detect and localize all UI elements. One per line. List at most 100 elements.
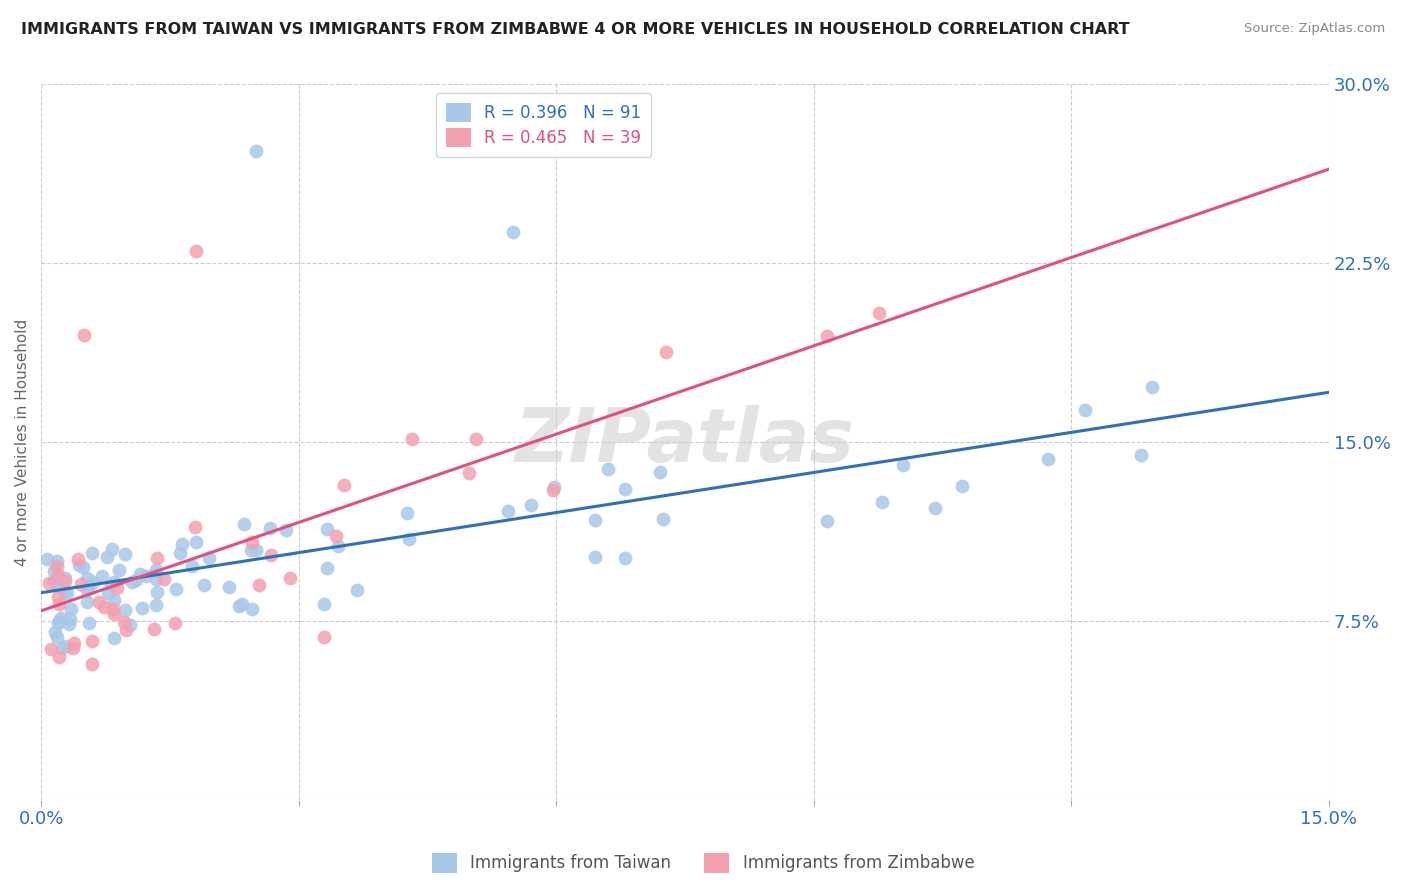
Point <box>198 550 221 565</box>
Point <box>815 328 838 343</box>
Text: IMMIGRANTS FROM TAIWAN VS IMMIGRANTS FROM ZIMBABWE 4 OR MORE VEHICLES IN HOUSEHO: IMMIGRANTS FROM TAIWAN VS IMMIGRANTS FRO… <box>21 22 1129 37</box>
Point <box>184 244 207 259</box>
Point <box>278 571 301 585</box>
Point <box>48 614 70 628</box>
Point <box>96 550 118 565</box>
Point <box>48 649 70 664</box>
Point <box>121 575 143 590</box>
Point <box>108 563 131 577</box>
Legend: Immigrants from Taiwan, Immigrants from Zimbabwe: Immigrants from Taiwan, Immigrants from … <box>425 847 981 880</box>
Text: Source: ZipAtlas.com: Source: ZipAtlas.com <box>1244 22 1385 36</box>
Y-axis label: 4 or more Vehicles in Household: 4 or more Vehicles in Household <box>15 318 30 566</box>
Point <box>172 537 194 551</box>
Point <box>38 576 60 591</box>
Point <box>44 625 66 640</box>
Point <box>186 534 208 549</box>
Point <box>55 639 77 653</box>
Point <box>49 611 72 625</box>
Point <box>231 597 253 611</box>
Point <box>56 585 79 599</box>
Point <box>129 566 152 581</box>
Point <box>240 534 263 549</box>
Point <box>245 543 267 558</box>
Point <box>143 622 166 636</box>
Point <box>46 553 69 567</box>
Point <box>398 532 420 546</box>
Point <box>82 657 104 671</box>
Point <box>131 601 153 615</box>
Point <box>868 306 890 320</box>
Point <box>63 636 86 650</box>
Point <box>80 546 103 560</box>
Point <box>315 522 337 536</box>
Point <box>93 600 115 615</box>
Point <box>146 585 169 599</box>
Point <box>950 479 973 493</box>
Point <box>76 571 98 585</box>
Point <box>891 458 914 472</box>
Point <box>77 581 100 595</box>
Point <box>77 615 100 630</box>
Point <box>44 574 66 589</box>
Point <box>100 578 122 592</box>
Point <box>457 466 479 480</box>
Point <box>496 504 519 518</box>
Point <box>48 597 70 611</box>
Point <box>58 616 80 631</box>
Point <box>66 552 89 566</box>
Point <box>55 574 77 589</box>
Point <box>314 597 336 611</box>
Point <box>59 602 82 616</box>
Point <box>53 585 76 599</box>
Point <box>112 615 135 630</box>
Point <box>613 483 636 497</box>
Point <box>135 569 157 583</box>
Point <box>82 575 104 590</box>
Point <box>239 543 262 558</box>
Point <box>46 616 69 631</box>
Point <box>145 564 167 578</box>
Point <box>73 327 96 342</box>
Point <box>326 539 349 553</box>
Point <box>53 571 76 585</box>
Point <box>118 617 141 632</box>
Point <box>46 590 69 604</box>
Point <box>72 560 94 574</box>
Point <box>314 631 336 645</box>
Point <box>46 568 69 582</box>
Point <box>218 580 240 594</box>
Point <box>114 602 136 616</box>
Point <box>46 630 69 644</box>
Point <box>35 552 58 566</box>
Point <box>125 574 148 588</box>
Point <box>145 550 167 565</box>
Point <box>870 494 893 508</box>
Point <box>502 225 524 239</box>
Point <box>39 642 62 657</box>
Point <box>1074 403 1097 417</box>
Point <box>333 477 356 491</box>
Point <box>69 576 91 591</box>
Point <box>45 558 67 573</box>
Point <box>228 599 250 613</box>
Point <box>46 578 69 592</box>
Point <box>240 601 263 615</box>
Point <box>613 550 636 565</box>
Point <box>346 582 368 597</box>
Point <box>105 581 128 595</box>
Point <box>596 461 619 475</box>
Point <box>90 569 112 583</box>
Point <box>76 595 98 609</box>
Point <box>97 586 120 600</box>
Point <box>145 572 167 586</box>
Point <box>259 521 281 535</box>
Point <box>654 345 676 359</box>
Point <box>101 542 124 557</box>
Point <box>247 577 270 591</box>
Point <box>165 582 187 596</box>
Point <box>543 481 565 495</box>
Point <box>260 548 283 562</box>
Point <box>396 506 419 520</box>
Point <box>232 517 254 532</box>
Point <box>45 577 67 591</box>
